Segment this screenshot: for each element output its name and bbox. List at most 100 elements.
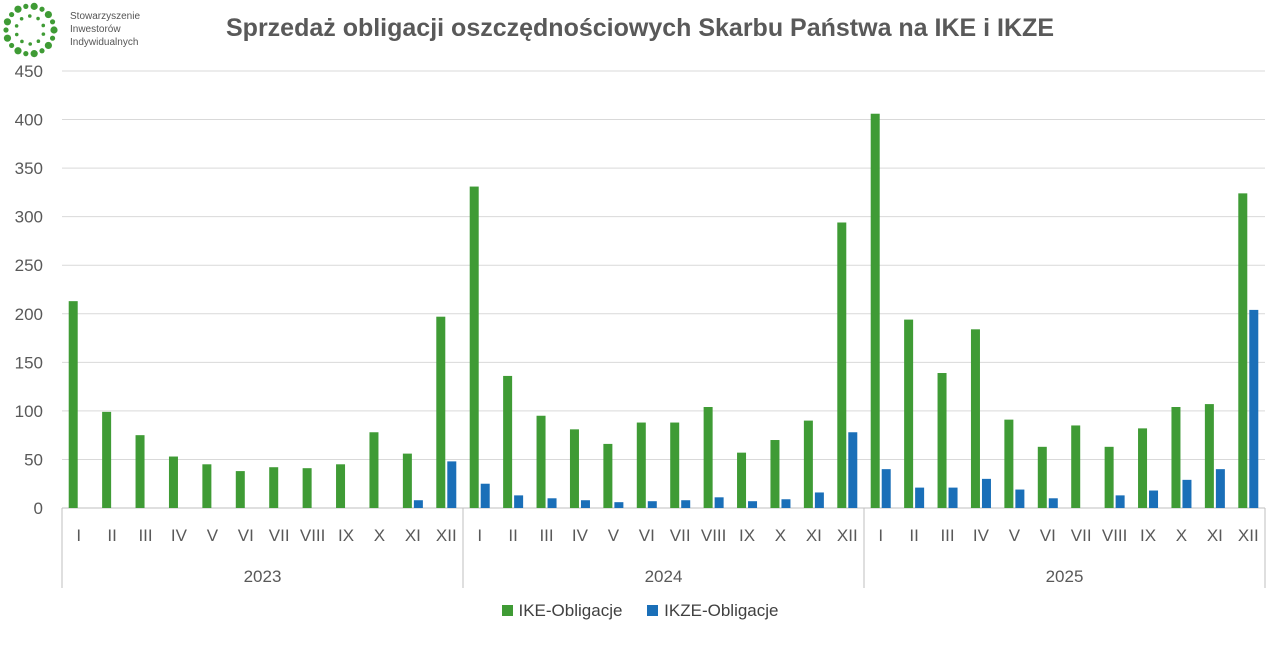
logo-dot — [3, 18, 12, 26]
x-tick-label: V — [207, 526, 219, 545]
y-tick-label: 200 — [15, 305, 43, 324]
x-tick-label: II — [909, 526, 918, 545]
x-tick-label: II — [107, 526, 116, 545]
bar-ike — [402, 453, 412, 508]
bar-ikze — [814, 492, 824, 508]
x-tick-label: VII — [1071, 526, 1092, 545]
bar-ike — [1104, 446, 1114, 508]
bar-ike — [870, 113, 880, 509]
logo-dot — [44, 41, 52, 50]
y-tick-label: 100 — [15, 402, 43, 421]
bar-ike — [168, 456, 178, 508]
bar-ike — [369, 432, 379, 508]
bar-ike — [235, 471, 245, 508]
bar-ike — [937, 373, 947, 508]
x-tick-label: I — [76, 526, 81, 545]
bar-ikze — [1215, 469, 1225, 508]
x-tick-label: IV — [973, 526, 990, 545]
logo-dot — [49, 19, 56, 25]
y-tick-label: 50 — [24, 450, 43, 469]
x-tick-label: IV — [572, 526, 589, 545]
logo-dot — [36, 16, 40, 21]
x-tick-label: X — [775, 526, 786, 545]
bar-ikze — [514, 495, 524, 508]
logo-dot — [20, 39, 24, 44]
bar-ike — [202, 464, 212, 508]
logo-dot — [28, 42, 32, 46]
bar-ike — [536, 415, 546, 508]
bar-ike — [803, 420, 813, 508]
logo-dot — [9, 42, 15, 49]
logo-line-3: Indywidualnych — [70, 37, 139, 48]
bar-ike — [1238, 193, 1248, 509]
x-tick-label: V — [1009, 526, 1021, 545]
legend-swatch-ikze — [647, 605, 659, 617]
x-tick-label: VI — [1040, 526, 1056, 545]
x-tick-label: VI — [639, 526, 655, 545]
bar-ikze — [447, 461, 457, 508]
x-tick-label: IX — [1140, 526, 1156, 545]
logo-dot — [3, 27, 9, 33]
logo-dot — [30, 50, 38, 58]
x-axis: I II III IV V VI VII VIII IX X XI XII I II III IV V VI VII… — [61, 508, 1266, 588]
bar-ikze — [848, 432, 858, 508]
bar-ikze — [881, 469, 891, 508]
bar-ikze — [547, 498, 557, 508]
logo-dot — [9, 11, 15, 18]
x-tick-label: XI — [405, 526, 421, 545]
x-tick-label: XII — [436, 526, 457, 545]
logo — [3, 2, 58, 58]
x-tick-label: VIII — [701, 526, 727, 545]
logo-dot — [28, 14, 32, 18]
bar-ike — [1004, 419, 1014, 508]
logo-dot — [49, 35, 56, 41]
x-tick-label: II — [508, 526, 517, 545]
y-tick-label: 250 — [15, 256, 43, 275]
logo-dot — [39, 48, 45, 54]
bar-ike — [770, 440, 780, 508]
logo-line-1: Stowarzyszenie — [70, 11, 141, 22]
bar-ike — [703, 407, 713, 508]
chart-title: Sprzedaż obligacji oszczędnościowych Ska… — [226, 14, 1054, 42]
bar-ikze — [1249, 309, 1259, 508]
x-tick-label: XI — [806, 526, 822, 545]
bar-ike — [1138, 428, 1148, 508]
year-label: 2024 — [645, 567, 683, 586]
bar-ikze — [1015, 489, 1025, 508]
bar-ikze — [714, 497, 724, 508]
x-tick-label: VI — [238, 526, 254, 545]
bar-ike — [904, 319, 914, 508]
x-tick-label: VIII — [1102, 526, 1128, 545]
bar-ikze — [1048, 498, 1058, 508]
logo-dot — [50, 26, 58, 34]
logo-dot — [36, 39, 41, 44]
bar-ike — [1204, 404, 1214, 508]
logo-dot — [14, 24, 19, 28]
bar-ike — [102, 411, 112, 508]
x-tick-label: IX — [338, 526, 354, 545]
x-tick-label: VII — [670, 526, 691, 545]
bar-ikze — [1115, 495, 1125, 508]
x-tick-label: VII — [269, 526, 290, 545]
bar-ike — [670, 422, 680, 508]
logo-text: Stowarzyszenie Inwestorów Indywidualnych — [70, 10, 140, 49]
bar-ike — [436, 316, 446, 508]
gridlines — [62, 70, 1265, 509]
y-tick-label: 450 — [15, 62, 43, 81]
legend-label-ikze: IKZE-Obligacje — [664, 601, 779, 620]
bar-ike — [68, 301, 78, 508]
x-tick-label: XII — [837, 526, 858, 545]
legend-item-ike: IKE-Obligacje — [501, 601, 622, 621]
bar-ikze — [614, 502, 624, 508]
x-tick-label: X — [1176, 526, 1187, 545]
x-tick-label: V — [608, 526, 620, 545]
legend: IKE-Obligacje IKZE-Obligacje — [0, 601, 1280, 621]
bars — [68, 113, 1259, 509]
x-tick-label: III — [539, 526, 553, 545]
logo-dot — [41, 32, 46, 36]
x-tick-label: III — [940, 526, 954, 545]
bar-ikze — [413, 500, 423, 508]
bar-ikze — [1182, 479, 1192, 508]
y-tick-label: 350 — [15, 159, 43, 178]
bar-ike — [503, 375, 513, 508]
